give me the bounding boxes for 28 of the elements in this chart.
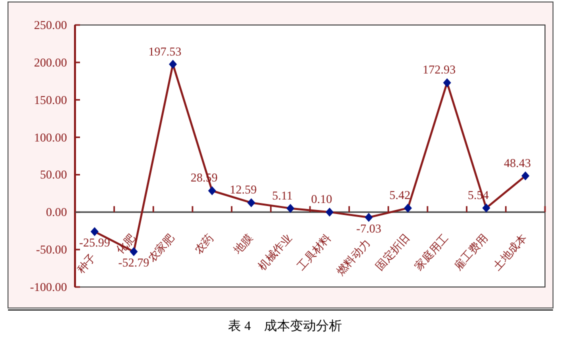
- data-label: 197.53: [148, 44, 182, 58]
- x-tick-label: 种子: [74, 250, 99, 276]
- x-tick-label: 农药: [192, 231, 216, 256]
- x-tick-label: 工具材料: [294, 231, 334, 273]
- x-tick-label: 燃料动力: [334, 236, 373, 278]
- x-tick-label: 家庭用工: [412, 231, 452, 273]
- data-label: 5.42: [389, 188, 410, 202]
- x-tick-label: 地膜: [230, 231, 256, 258]
- data-label: 0.10: [311, 192, 332, 206]
- y-tick-label: -100.00: [30, 280, 67, 294]
- data-label: 12.59: [230, 182, 257, 197]
- y-tick-label: -50.00: [36, 242, 67, 257]
- y-tick-label: 50.00: [40, 168, 67, 182]
- y-tick-label: 0.00: [46, 205, 67, 220]
- x-tick-label: 土地成本: [490, 231, 530, 273]
- y-tick-label: 150.00: [34, 92, 67, 107]
- data-label: -52.79: [118, 256, 150, 270]
- y-tick-label: 100.00: [34, 130, 67, 144]
- y-tick-label: 250.00: [34, 18, 67, 32]
- data-label: 5.11: [272, 188, 293, 202]
- x-tick-label: 雇工费用: [451, 231, 490, 273]
- x-tick-label: 机械作业: [256, 231, 295, 273]
- data-label: 172.93: [422, 62, 456, 77]
- text: 表 4 成本变动分析: [228, 318, 342, 333]
- data-label: -25.99: [79, 236, 110, 250]
- data-label: 48.43: [504, 156, 531, 170]
- y-tick-label: 200.00: [34, 55, 67, 70]
- data-label: -7.03: [356, 221, 382, 236]
